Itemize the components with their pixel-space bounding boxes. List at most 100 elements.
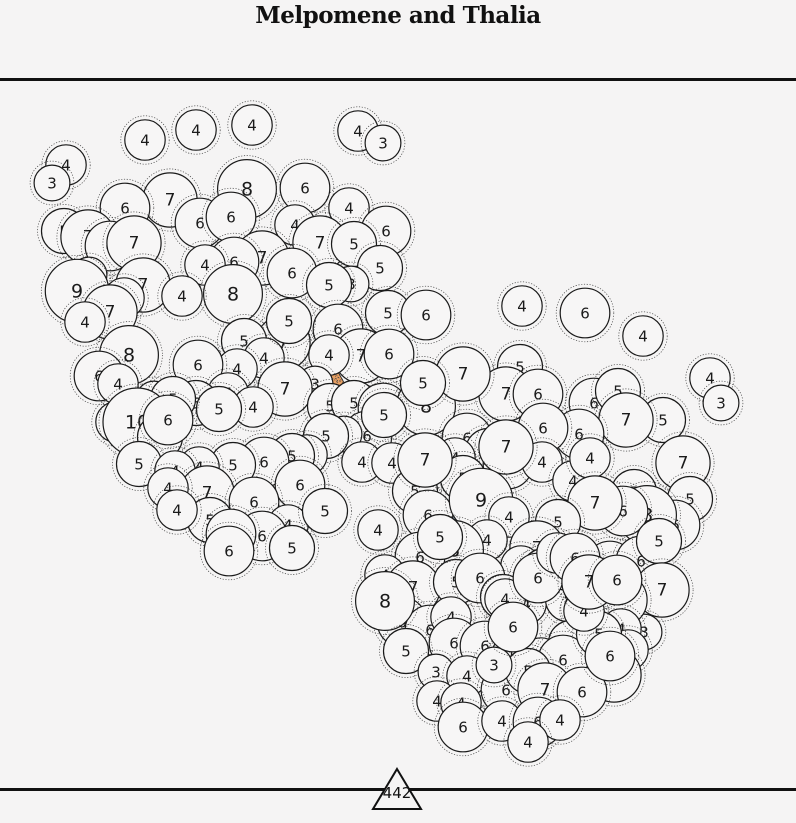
disc-halo (265, 521, 319, 575)
disc-halo (685, 353, 735, 403)
disc-halo (138, 390, 198, 450)
disc-number: 4 (80, 314, 90, 332)
disc-number: 4 (446, 609, 456, 627)
disc-number: 6 (533, 386, 543, 404)
left-mask-group: 4344443867646657674765377646987547435566… (29, 100, 458, 581)
disc-number: 6 (458, 719, 468, 737)
number-disc (195, 385, 243, 433)
disc-number: 6 (574, 426, 584, 444)
disc-number: 9 (475, 490, 487, 512)
disc-halo (357, 388, 411, 442)
disc-halo (171, 105, 221, 155)
disc-number: 6 (257, 528, 267, 546)
disc-number: 5 (379, 407, 389, 425)
disc-halo (157, 271, 207, 321)
disc-number: 4 (523, 734, 533, 752)
disc-halo (353, 505, 403, 555)
disc-halo (436, 678, 486, 728)
disc-number: 7 (165, 191, 176, 211)
disc-number: 6 (421, 307, 431, 325)
disc-number: 5 (418, 375, 428, 393)
disc-number: 6 (533, 570, 543, 588)
disc-halo (228, 382, 278, 432)
disc-number: 7 (621, 411, 632, 431)
disc-halo (379, 624, 433, 678)
disc-number: 6 (612, 572, 622, 590)
number-disc (584, 630, 636, 682)
disc-number: 4 (521, 596, 531, 614)
disc-number: 4 (638, 328, 648, 346)
disc-halo (531, 495, 585, 549)
disc-number: 7 (356, 347, 367, 367)
number-disc (357, 509, 399, 551)
disc-number: 3 (310, 376, 320, 394)
number-disc (702, 384, 740, 422)
disc-halo (663, 472, 717, 526)
disc-halo (396, 285, 456, 345)
number-disc (203, 525, 255, 577)
disc-number: 5 (284, 313, 294, 331)
disc-halo (152, 485, 202, 535)
disc-number: 6 (295, 477, 305, 495)
disc-number: 6 (577, 684, 587, 702)
triangle-badge-icon (371, 767, 423, 810)
disc-number: 6 (381, 223, 391, 241)
disc-number: 7 (280, 380, 291, 400)
disc-halo (603, 625, 653, 675)
disc-halo (199, 521, 259, 581)
disc-halo (596, 604, 646, 654)
disc-number: 5 (383, 305, 393, 323)
disc-halo (698, 380, 744, 426)
number-disc (475, 646, 513, 684)
disc-number: 6 (618, 503, 628, 521)
disc-halo (360, 120, 406, 166)
disc-number: 7 (501, 438, 512, 458)
disc-halo (535, 695, 585, 745)
disc-halo (555, 283, 615, 343)
number-disc (355, 570, 416, 631)
disc-number: 4 (172, 502, 182, 520)
disc-number: 8 (241, 179, 253, 201)
disc-number: 7 (501, 385, 512, 405)
disc-halo (41, 140, 91, 190)
disc-number: 6 (195, 215, 205, 233)
disc-number: 3 (639, 624, 649, 642)
disc-number: 5 (410, 483, 420, 501)
disc-halo (174, 442, 224, 492)
disc-number: 5 (435, 529, 445, 547)
disc-number: 8 (227, 284, 239, 306)
disc-number: 4 (353, 123, 363, 141)
disc-number: 4 (432, 693, 442, 711)
disc-number: 6 (224, 543, 234, 561)
disc-halo (146, 372, 200, 426)
disc-number: 5 (320, 503, 330, 521)
disc-number: 6 (589, 395, 599, 413)
disc-number: 7 (678, 454, 689, 474)
disc-number: 4 (373, 522, 383, 540)
disc-halo (484, 492, 534, 542)
disc-number: 6 (193, 357, 203, 375)
disc-halo (302, 258, 356, 312)
disc-number: 6 (415, 549, 425, 567)
disc-number: 4 (113, 376, 123, 394)
disc-number: 8 (123, 345, 135, 367)
disc-number: 5 (214, 401, 224, 419)
disc-halo (552, 662, 612, 722)
disc-halo (298, 484, 352, 538)
disc-layer: 4344443867646657674765377646987547435566… (29, 100, 744, 767)
disc-halo (93, 359, 143, 409)
disc-number: 5 (401, 643, 411, 661)
disc-number: 5 (658, 412, 668, 430)
disc-number: 4 (555, 712, 565, 730)
disc-halo (227, 100, 277, 150)
number-disc (364, 124, 402, 162)
disc-number: 9 (71, 281, 83, 303)
disc-number: 4 (357, 454, 367, 472)
disc-number: 7 (105, 303, 116, 323)
number-disc (400, 289, 452, 341)
number-disc (268, 524, 316, 572)
number-disc (478, 419, 534, 475)
disc-number: 5 (515, 359, 525, 377)
disc-halo (483, 597, 543, 657)
page-title: Melpomene and Thalia (255, 2, 541, 29)
